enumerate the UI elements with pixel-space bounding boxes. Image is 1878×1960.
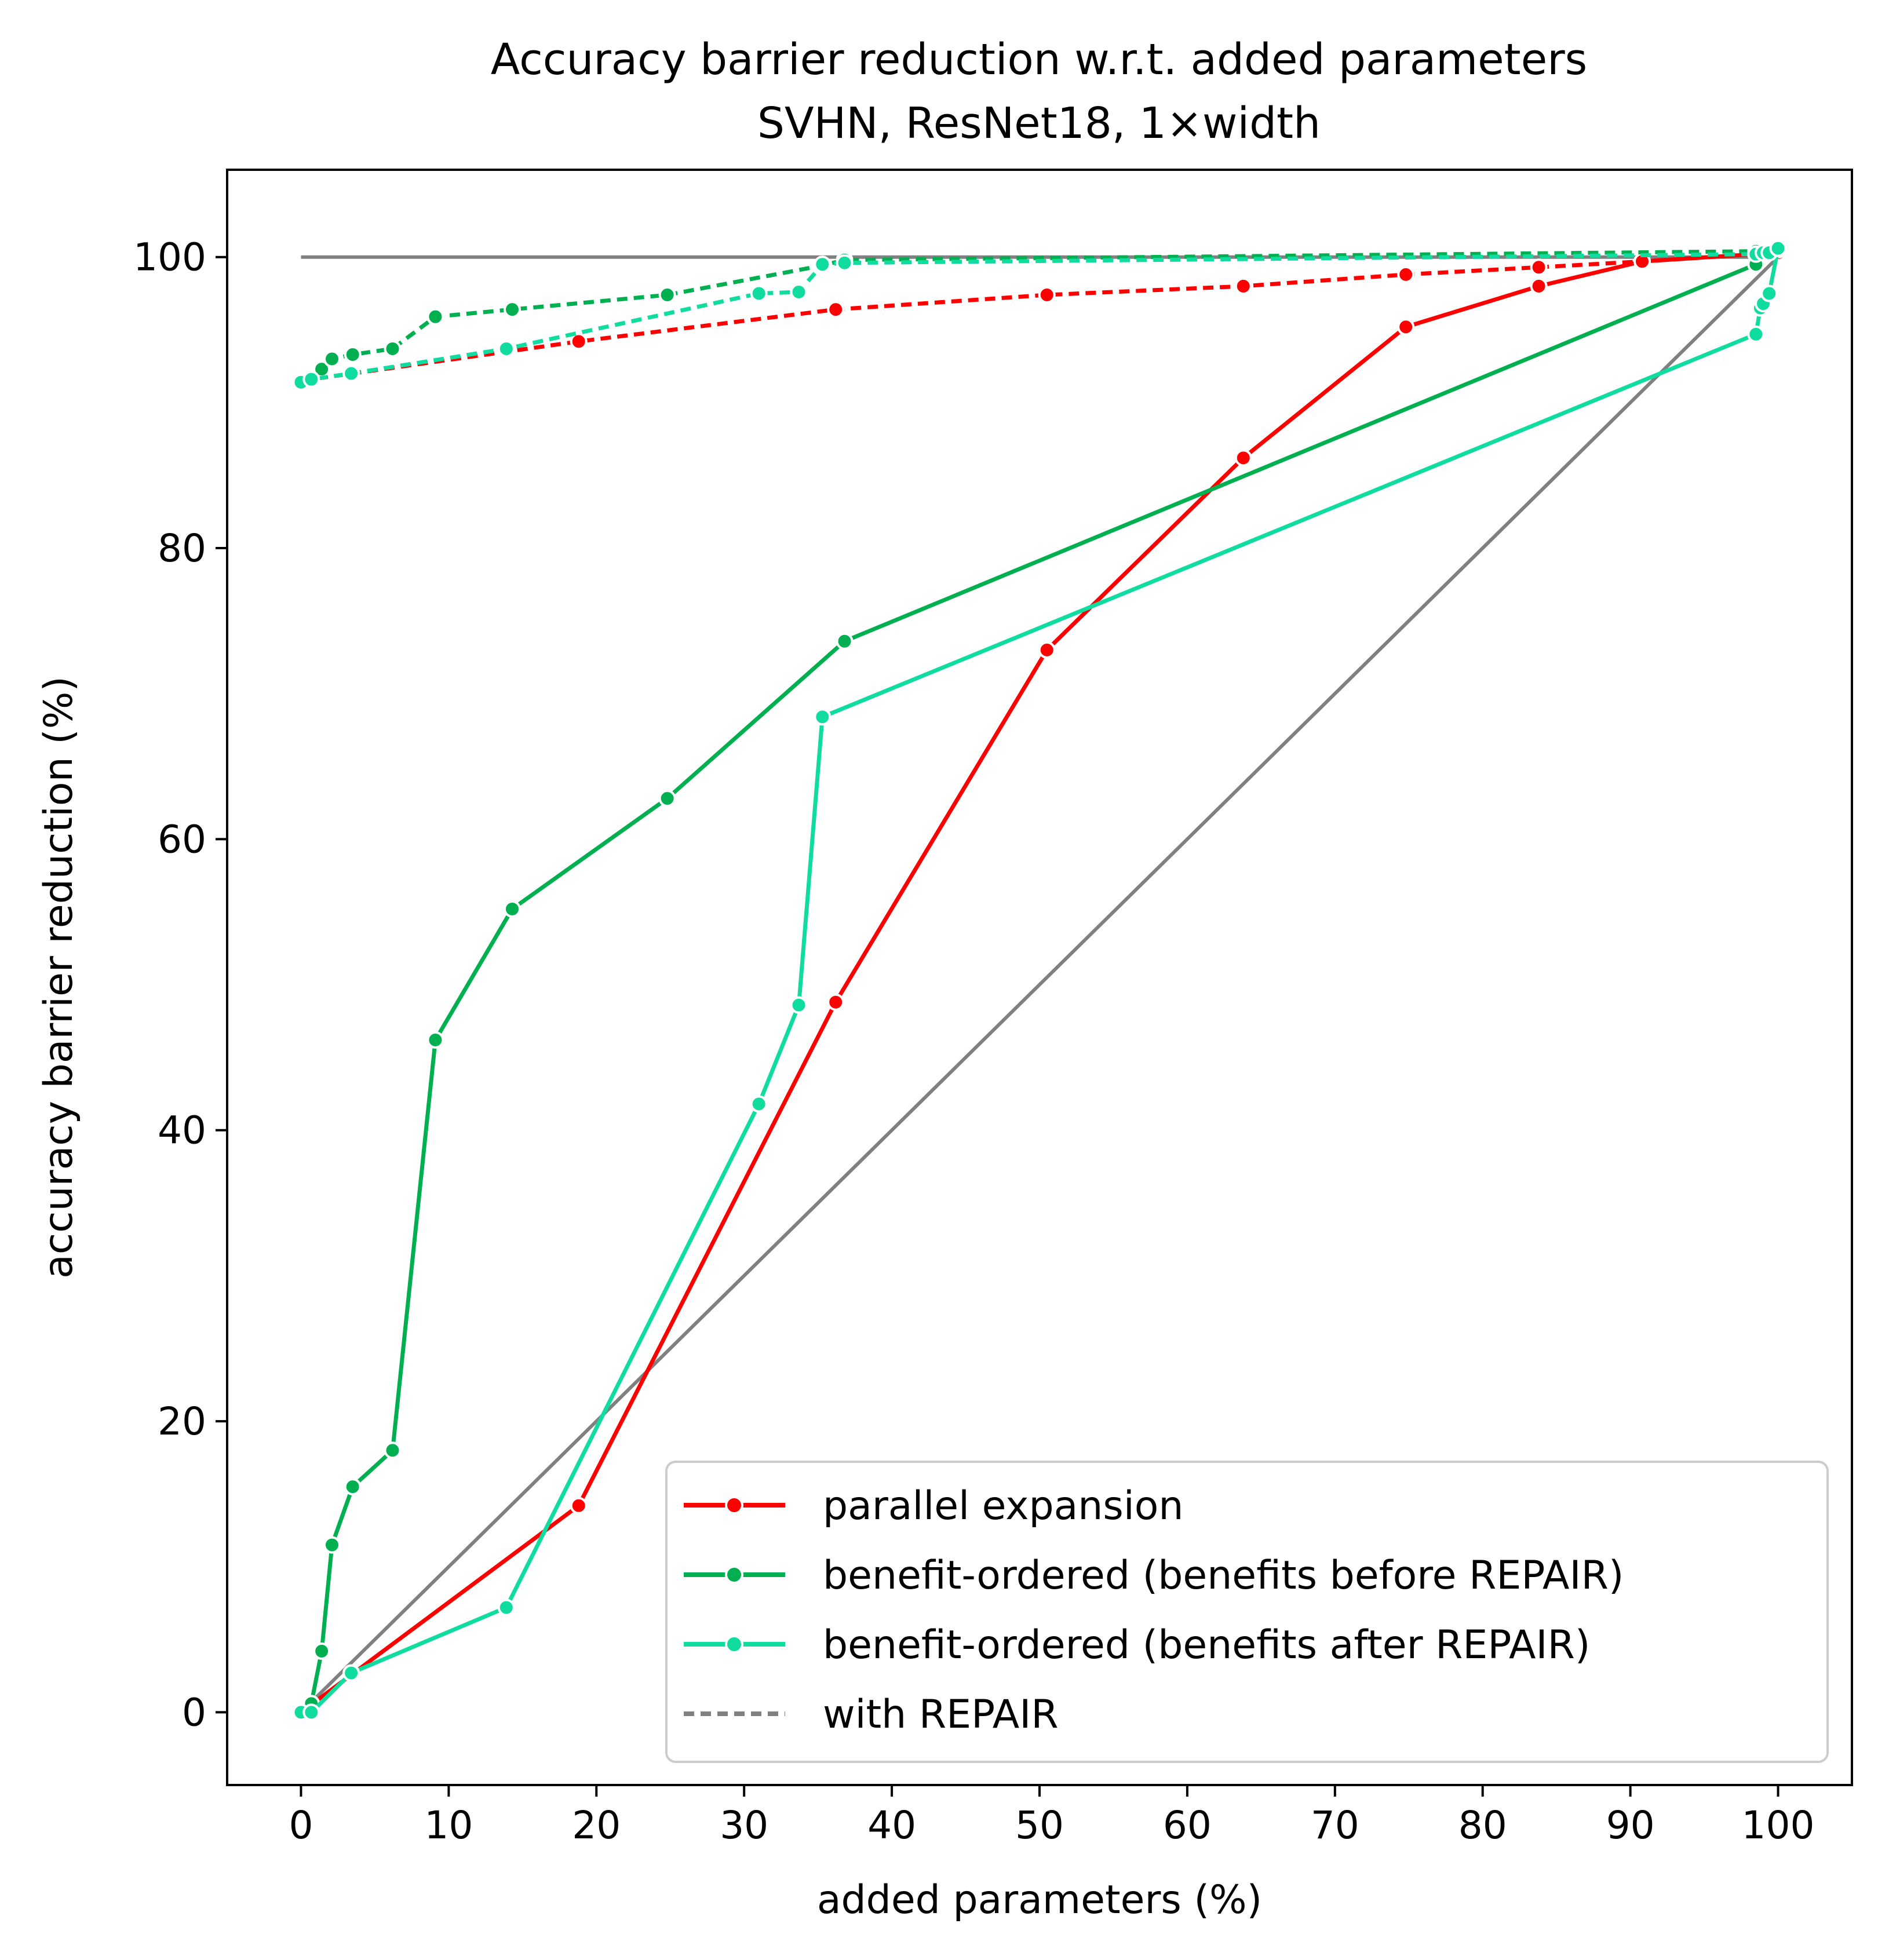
legend-marker <box>725 1496 743 1514</box>
x-tick-label: 70 <box>1311 1803 1359 1848</box>
data-point-2-6 <box>426 1031 444 1049</box>
legend-box <box>665 1461 1829 1763</box>
data-point-1-3 <box>1038 286 1056 304</box>
data-point-2-3 <box>323 1536 341 1554</box>
data-point-5-3 <box>497 340 515 357</box>
data-point-5-6 <box>814 256 832 273</box>
legend: parallel expansion benefit-ordered (benef… <box>665 1461 1829 1763</box>
data-point-4-10 <box>1760 284 1778 302</box>
data-point-3-8 <box>658 286 676 304</box>
data-point-5-4 <box>750 284 768 302</box>
data-point-2-7 <box>503 900 521 918</box>
data-point-3-6 <box>426 308 444 326</box>
data-point-4-3 <box>497 1598 515 1616</box>
legend-marker <box>725 1635 743 1654</box>
x-tick-label: 100 <box>1742 1803 1815 1848</box>
data-point-4-7 <box>1747 325 1765 343</box>
data-point-0-3 <box>1038 641 1056 659</box>
legend-label: benefit-ordered (benefits after REPAIR) <box>823 1622 1590 1668</box>
series-line-2 <box>300 246 1779 1714</box>
data-point-4-5 <box>790 996 808 1014</box>
data-point-3-3 <box>323 350 341 368</box>
y-tick-label: 0 <box>182 1690 206 1735</box>
x-tick-label: 10 <box>424 1803 473 1848</box>
plot-area <box>292 239 1787 1721</box>
data-point-2-9 <box>836 632 854 650</box>
legend-item-1: benefit-ordered (benefits before REPAIR) <box>684 1553 1624 1598</box>
data-point-5-5 <box>790 283 808 301</box>
y-axis: 0 20 40 60 80 100 <box>133 235 227 1735</box>
legend-item-0: parallel expansion <box>684 1483 1183 1529</box>
data-point-2-2 <box>313 1642 331 1660</box>
x-tick-label: 0 <box>289 1803 313 1848</box>
data-point-4-2 <box>342 1664 360 1682</box>
data-point-0-1 <box>570 1497 588 1514</box>
series-line-1 <box>300 247 1779 383</box>
data-point-4-1 <box>302 1703 320 1721</box>
x-tick-label: 90 <box>1606 1803 1655 1848</box>
x-tick-label: 30 <box>720 1803 768 1848</box>
legend-items: parallel expansion benefit-ordered (benef… <box>684 1483 1624 1738</box>
y-tick-label: 40 <box>158 1108 206 1153</box>
data-point-4-6 <box>814 708 832 726</box>
series-5 <box>292 239 1787 391</box>
legend-label: parallel expansion <box>823 1483 1183 1529</box>
data-point-5-11 <box>1769 239 1787 257</box>
legend-label: with REPAIR <box>823 1692 1059 1738</box>
data-point-2-8 <box>658 790 676 808</box>
data-point-1-6 <box>1530 258 1548 276</box>
data-point-1-5 <box>1397 265 1415 283</box>
data-point-5-2 <box>342 364 360 382</box>
data-point-1-4 <box>1234 277 1252 295</box>
data-point-4-4 <box>750 1095 768 1113</box>
legend-label: benefit-ordered (benefits before REPAIR) <box>823 1553 1624 1598</box>
data-point-0-6 <box>1530 277 1548 295</box>
data-point-2-5 <box>384 1441 402 1459</box>
data-point-1-2 <box>827 301 845 319</box>
reference-line-1 <box>300 256 1779 1714</box>
legend-item-2: benefit-ordered (benefits after REPAIR) <box>684 1622 1590 1668</box>
x-axis: 0 10 20 30 40 50 60 70 80 90 100 <box>289 1785 1815 1848</box>
data-point-3-7 <box>503 301 521 319</box>
x-tick-label: 50 <box>1015 1803 1064 1848</box>
data-point-1-1 <box>570 333 588 351</box>
y-tick-label: 60 <box>158 817 206 862</box>
x-tick-label: 40 <box>867 1803 916 1848</box>
y-axis-label: accuracy barrier reduction (%) <box>36 676 82 1279</box>
data-point-0-4 <box>1234 449 1252 467</box>
data-point-5-7 <box>836 254 854 272</box>
data-point-5-1 <box>302 370 320 388</box>
chart-subtitle: SVHN, ResNet18, 1×width <box>757 98 1321 148</box>
legend-item-3: with REPAIR <box>684 1692 1059 1738</box>
x-tick-label: 80 <box>1458 1803 1507 1848</box>
data-point-0-5 <box>1397 318 1415 336</box>
data-point-2-4 <box>344 1478 362 1496</box>
x-tick-label: 60 <box>1163 1803 1212 1848</box>
data-point-3-4 <box>344 345 362 363</box>
x-axis-label: added parameters (%) <box>817 1877 1262 1923</box>
y-tick-label: 20 <box>158 1399 206 1444</box>
y-tick-label: 100 <box>133 235 206 280</box>
y-tick-label: 80 <box>158 526 206 571</box>
data-point-0-2 <box>827 993 845 1011</box>
x-tick-label: 20 <box>572 1803 621 1848</box>
data-point-3-5 <box>384 340 402 357</box>
chart-title: Accuracy barrier reduction w.r.t. added … <box>491 35 1587 85</box>
legend-marker <box>725 1565 743 1584</box>
